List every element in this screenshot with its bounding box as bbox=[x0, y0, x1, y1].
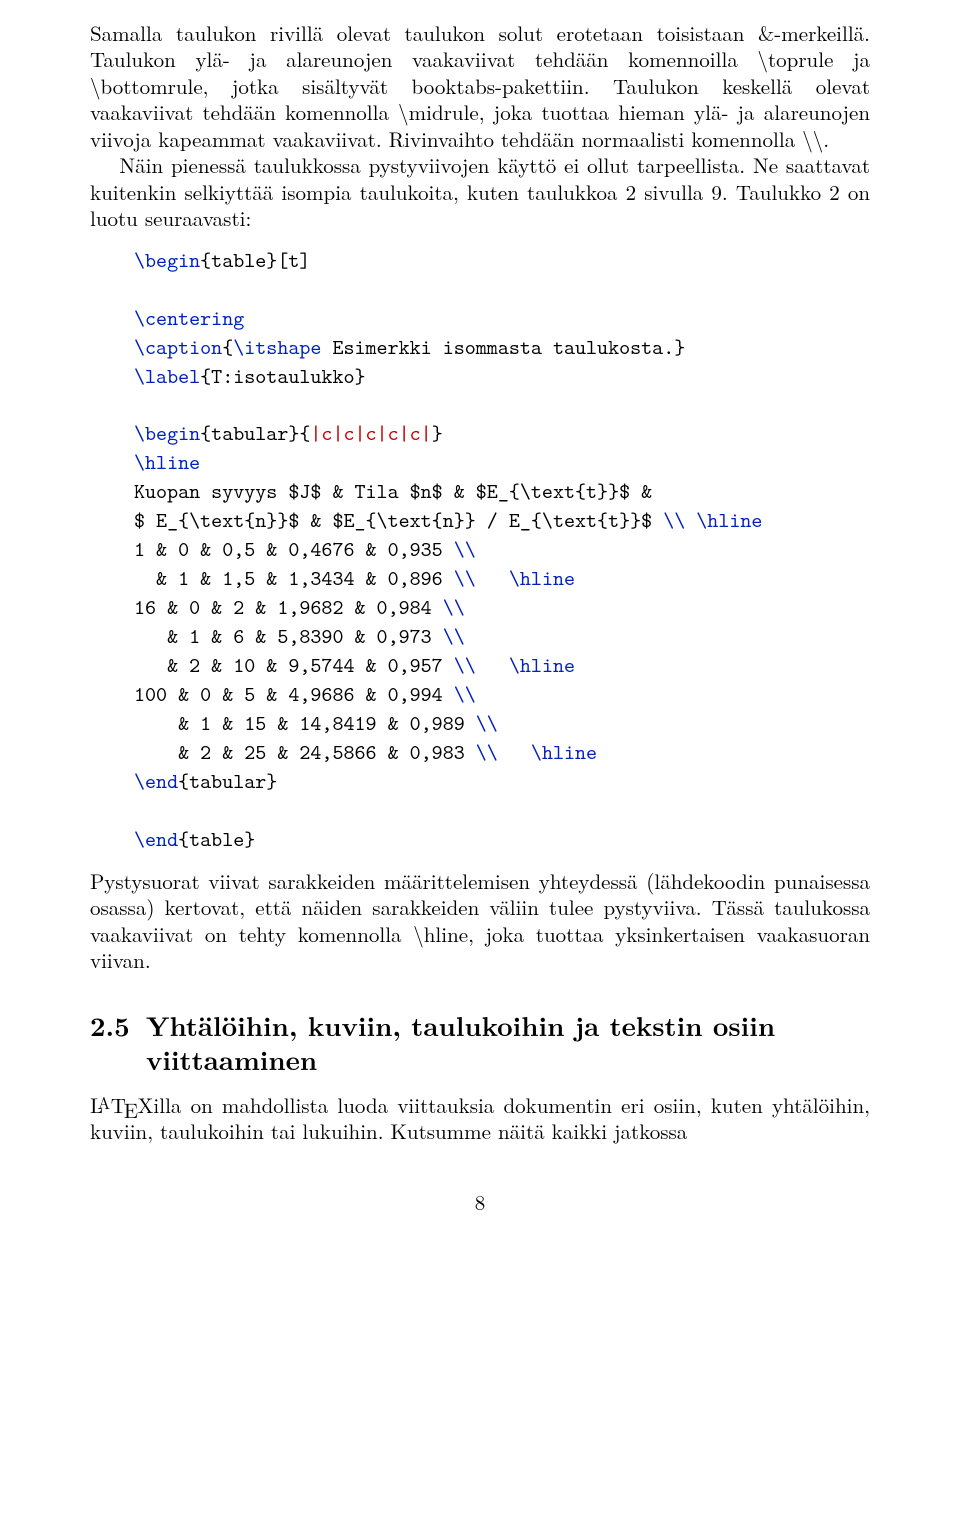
latex-code-block: \begin{table}[t] \centering \caption{\it… bbox=[134, 246, 870, 854]
cmd: \hline bbox=[476, 564, 575, 592]
cmd: \\ bbox=[454, 651, 476, 679]
cmd: \\ bbox=[476, 709, 498, 737]
cmd: \label bbox=[134, 362, 200, 390]
cmd: \begin bbox=[134, 419, 200, 447]
text: illa on mahdollista luoda viittauksia do… bbox=[90, 1090, 870, 1146]
paragraph-2: Näin pienessä taulukkossa pystyviivojen … bbox=[90, 152, 870, 231]
cmd: \centering bbox=[134, 304, 244, 332]
cmd: \hline bbox=[498, 738, 597, 766]
code-text: Kuopan syvyys $J$ & Tila $n$ & $E_{\text… bbox=[134, 477, 652, 505]
code-text: {tabular} bbox=[178, 767, 277, 795]
code-text: {table} bbox=[178, 825, 255, 853]
cmd: \end bbox=[134, 767, 178, 795]
cmd: \\ bbox=[443, 622, 465, 650]
cmd: \caption bbox=[134, 333, 222, 361]
code-text: 16 & 0 & 2 & 1,9682 & 0,984 bbox=[134, 593, 443, 621]
code-text: Esimerkki isommasta taulukosta.} bbox=[321, 333, 685, 361]
code-text: {table}[t] bbox=[200, 246, 310, 274]
cmd: \hline bbox=[476, 651, 575, 679]
code-text: {T:isotaulukko} bbox=[200, 362, 365, 390]
section-number: 2.5 bbox=[90, 1008, 146, 1042]
code-text: & 1 & 1,5 & 1,3434 & 0,896 bbox=[134, 564, 454, 592]
cmd: \itshape bbox=[233, 333, 321, 361]
cmd: \\ bbox=[454, 564, 476, 592]
code-text: & 2 & 25 & 24,5866 & 0,983 bbox=[134, 738, 476, 766]
section-heading: 2.5 Yhtälöihin, kuviin, taulukoihin ja t… bbox=[90, 1008, 870, 1076]
cmd: \end bbox=[134, 825, 178, 853]
code-text: 100 & 0 & 5 & 4,9686 & 0,994 bbox=[134, 680, 454, 708]
code-text: } bbox=[432, 419, 443, 447]
code-text: {tabular}{ bbox=[200, 419, 310, 447]
page: Samalla taulukon rivillä olevat taulukon… bbox=[0, 0, 960, 1255]
cmd: \\ bbox=[454, 535, 476, 563]
latex-command: \hline bbox=[413, 919, 468, 949]
paragraph-1: Samalla taulukon rivillä olevat taulukon… bbox=[90, 20, 870, 152]
text: Samalla taulukon rivillä olevat taulukon… bbox=[90, 18, 870, 74]
cmd: \\ \hline bbox=[663, 506, 762, 534]
page-number: 8 bbox=[90, 1189, 870, 1215]
cmd: \begin bbox=[134, 246, 200, 274]
code-text: 1 & 0 & 0,5 & 0,4676 & 0,935 bbox=[134, 535, 454, 563]
code-text: $ E_{\text{n}}$ & $E_{\text{n}} / E_{\te… bbox=[134, 506, 663, 534]
section-title: Yhtälöihin, kuviin, taulukoihin ja tekst… bbox=[146, 1008, 870, 1076]
cmd: \\ bbox=[476, 738, 498, 766]
cmd: \\ bbox=[443, 593, 465, 621]
cmd: \hline bbox=[134, 448, 200, 476]
code-red: |c|c|c|c|c| bbox=[310, 419, 431, 447]
code-text: & 2 & 10 & 9,5744 & 0,957 bbox=[134, 651, 454, 679]
paragraph-3: Pystysuorat viivat sarakkeiden määrittel… bbox=[90, 868, 870, 974]
latex-logo: LATEX bbox=[90, 1092, 153, 1119]
code-text: & 1 & 6 & 5,8390 & 0,973 bbox=[134, 622, 443, 650]
paragraph-4: LATEXilla on mahdollista luoda viittauks… bbox=[90, 1092, 870, 1145]
code-text: & 1 & 15 & 14,8419 & 0,989 bbox=[134, 709, 476, 737]
code-text: { bbox=[222, 333, 233, 361]
cmd: \\ bbox=[454, 680, 476, 708]
